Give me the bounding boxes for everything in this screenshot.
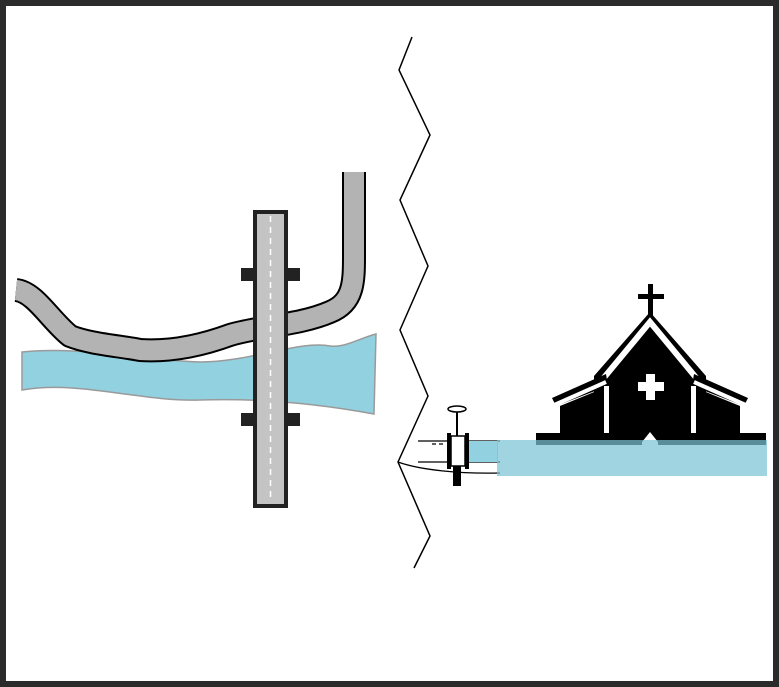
pipe-valve-church-scene (397, 284, 767, 486)
road-surface (13, 172, 365, 361)
bridge-pier-top-left (241, 268, 255, 281)
river-road-bridge-scene (13, 172, 377, 508)
pipe-curve (397, 461, 501, 474)
flood-water-band (497, 440, 767, 476)
zigzag-break-line-icon (397, 36, 431, 569)
pipe-water (466, 441, 498, 462)
bridge-pier-top-right (286, 268, 300, 281)
bridge-pier-bottom-left (241, 413, 255, 426)
bridge-pier-bottom-right (286, 413, 300, 426)
pipe-valve-icon (447, 405, 469, 486)
